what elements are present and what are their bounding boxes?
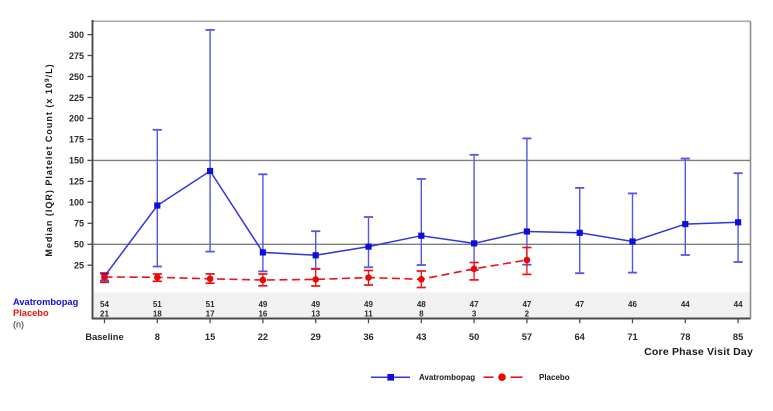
svg-text:8: 8 <box>155 332 160 342</box>
svg-text:225: 225 <box>69 93 84 103</box>
svg-text:Median (IQR) Platelet Count (x: Median (IQR) Platelet Count (x 109/L) <box>44 63 54 256</box>
svg-text:49: 49 <box>311 300 320 309</box>
svg-text:300: 300 <box>69 30 84 40</box>
svg-text:78: 78 <box>680 332 690 342</box>
svg-text:175: 175 <box>69 135 84 145</box>
svg-text:47: 47 <box>575 300 584 309</box>
svg-text:49: 49 <box>258 300 267 309</box>
svg-text:100: 100 <box>69 198 84 208</box>
svg-text:36: 36 <box>363 332 373 342</box>
svg-text:29: 29 <box>311 332 321 342</box>
svg-text:47: 47 <box>522 300 531 309</box>
svg-text:22: 22 <box>258 332 268 342</box>
svg-text:15: 15 <box>205 332 215 342</box>
svg-text:50: 50 <box>74 240 84 250</box>
svg-text:(n): (n) <box>13 320 24 330</box>
svg-text:Placebo: Placebo <box>13 308 49 318</box>
svg-text:51: 51 <box>153 300 162 309</box>
svg-text:Avatrombopag: Avatrombopag <box>13 297 79 307</box>
svg-text:200: 200 <box>69 114 84 124</box>
svg-text:16: 16 <box>258 309 267 318</box>
svg-text:275: 275 <box>69 51 84 61</box>
svg-text:2: 2 <box>525 309 530 318</box>
svg-text:17: 17 <box>206 309 215 318</box>
svg-text:13: 13 <box>311 309 320 318</box>
svg-text:11: 11 <box>364 309 373 318</box>
svg-text:21: 21 <box>100 309 109 318</box>
svg-text:54: 54 <box>100 300 109 309</box>
svg-text:18: 18 <box>153 309 162 318</box>
svg-text:51: 51 <box>206 300 215 309</box>
svg-text:25: 25 <box>74 261 84 271</box>
svg-text:Core Phase Visit Day: Core Phase Visit Day <box>644 346 753 358</box>
svg-text:150: 150 <box>69 156 84 166</box>
svg-text:3: 3 <box>472 309 477 318</box>
svg-text:47: 47 <box>470 300 479 309</box>
svg-text:48: 48 <box>417 300 426 309</box>
svg-text:125: 125 <box>69 177 84 187</box>
svg-text:57: 57 <box>522 332 532 342</box>
svg-text:Placebo: Placebo <box>539 373 570 382</box>
svg-text:85: 85 <box>733 332 743 342</box>
svg-text:44: 44 <box>681 300 690 309</box>
svg-text:64: 64 <box>575 332 586 342</box>
svg-text:Avatrombopag: Avatrombopag <box>419 373 475 382</box>
svg-text:46: 46 <box>628 300 637 309</box>
svg-text:Baseline: Baseline <box>85 332 123 342</box>
svg-text:250: 250 <box>69 72 84 82</box>
svg-text:75: 75 <box>74 219 84 229</box>
svg-text:43: 43 <box>416 332 426 342</box>
svg-text:44: 44 <box>734 300 743 309</box>
svg-text:71: 71 <box>627 332 637 342</box>
svg-text:50: 50 <box>469 332 479 342</box>
svg-text:8: 8 <box>419 309 424 318</box>
svg-text:49: 49 <box>364 300 373 309</box>
